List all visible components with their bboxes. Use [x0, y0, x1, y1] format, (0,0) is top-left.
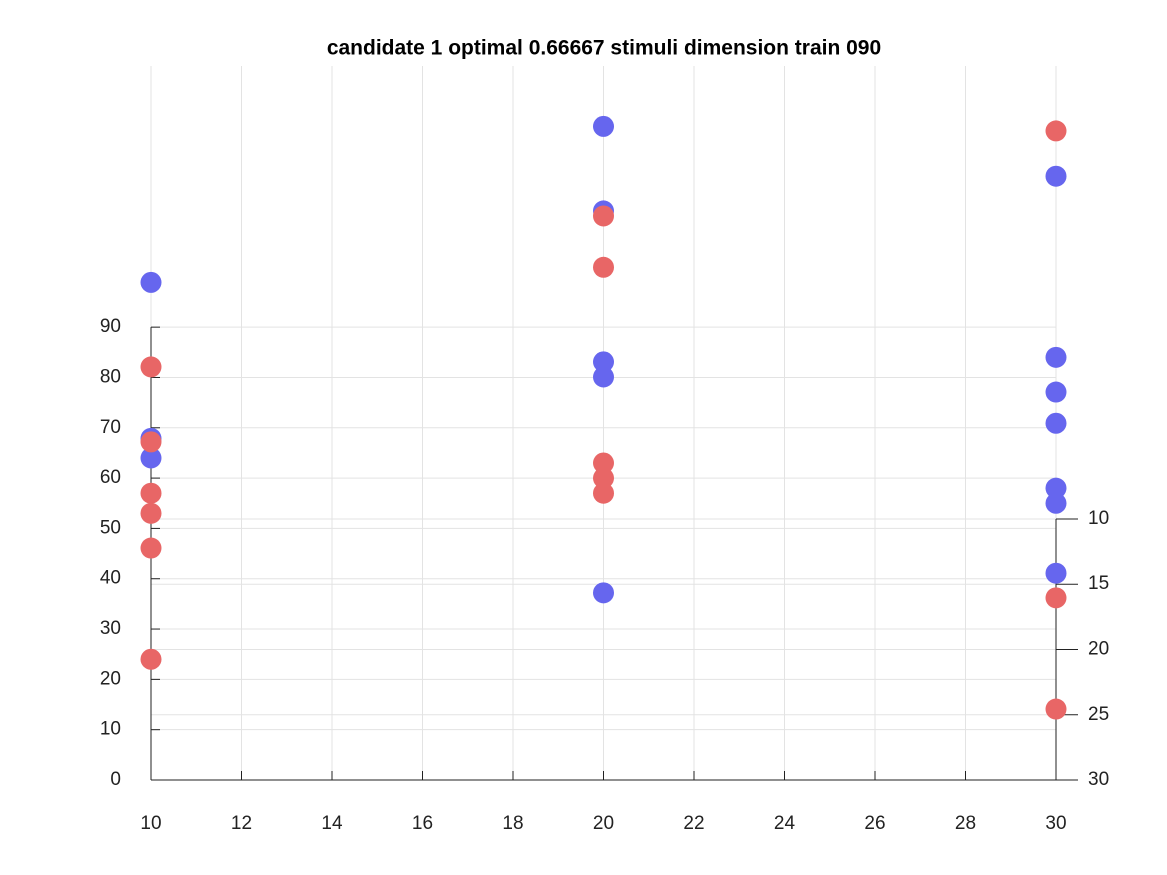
y-tick-label: 40: [100, 568, 121, 589]
y-tick-label: 80: [100, 366, 121, 387]
x-tick-label: 18: [502, 813, 523, 834]
y-tick-label: 70: [100, 417, 121, 438]
y-tick-label: 10: [100, 719, 121, 740]
point: [1045, 492, 1067, 514]
point: [1045, 346, 1067, 368]
point: [593, 467, 614, 489]
point: [1045, 412, 1067, 434]
y-tick-label: 90: [100, 316, 121, 337]
x-tick-label: 24: [774, 813, 796, 834]
y-tick-label: 50: [100, 517, 121, 538]
point: [593, 452, 614, 474]
point: [593, 582, 614, 604]
y-tick-label: 0: [110, 769, 121, 790]
x-tick-label: 16: [412, 813, 433, 834]
point: [140, 431, 162, 453]
y-tick-label: 20: [100, 668, 121, 689]
point: [593, 256, 614, 278]
x-tick-label: 20: [593, 813, 614, 834]
point: [1045, 698, 1067, 720]
y2-tick-label: 30: [1088, 769, 1109, 790]
x-tick-label: 10: [140, 813, 161, 834]
y2-tick-label: 15: [1088, 573, 1109, 594]
point: [1045, 587, 1067, 609]
point: [140, 648, 162, 670]
y-tick-label: 60: [100, 467, 121, 488]
point: [593, 205, 614, 227]
x-tick-label: 28: [955, 813, 976, 834]
y2-tick-label: 10: [1088, 508, 1109, 529]
point: [1045, 381, 1067, 403]
point: [1045, 120, 1067, 142]
point: [1045, 477, 1067, 499]
point: [593, 351, 614, 373]
chart-title: candidate 1 optimal 0.66667 stimuli dime…: [327, 37, 881, 60]
point: [140, 271, 162, 293]
point: [140, 537, 162, 559]
x-tick-label: 14: [321, 813, 343, 834]
y-tick-label: 30: [100, 618, 121, 639]
point: [140, 502, 162, 524]
point: [1045, 562, 1067, 584]
point: [593, 115, 614, 137]
x-tick-label: 12: [231, 813, 252, 834]
point: [1045, 165, 1067, 187]
point: [140, 356, 162, 378]
point: [593, 366, 614, 388]
y2-tick-label: 25: [1088, 704, 1109, 725]
y2-tick-label: 20: [1088, 638, 1109, 659]
x-tick-label: 30: [1045, 813, 1066, 834]
point: [140, 447, 162, 469]
point: [140, 482, 162, 504]
x-tick-label: 26: [864, 813, 885, 834]
point: [593, 482, 614, 504]
x-tick-label: 22: [683, 813, 704, 834]
